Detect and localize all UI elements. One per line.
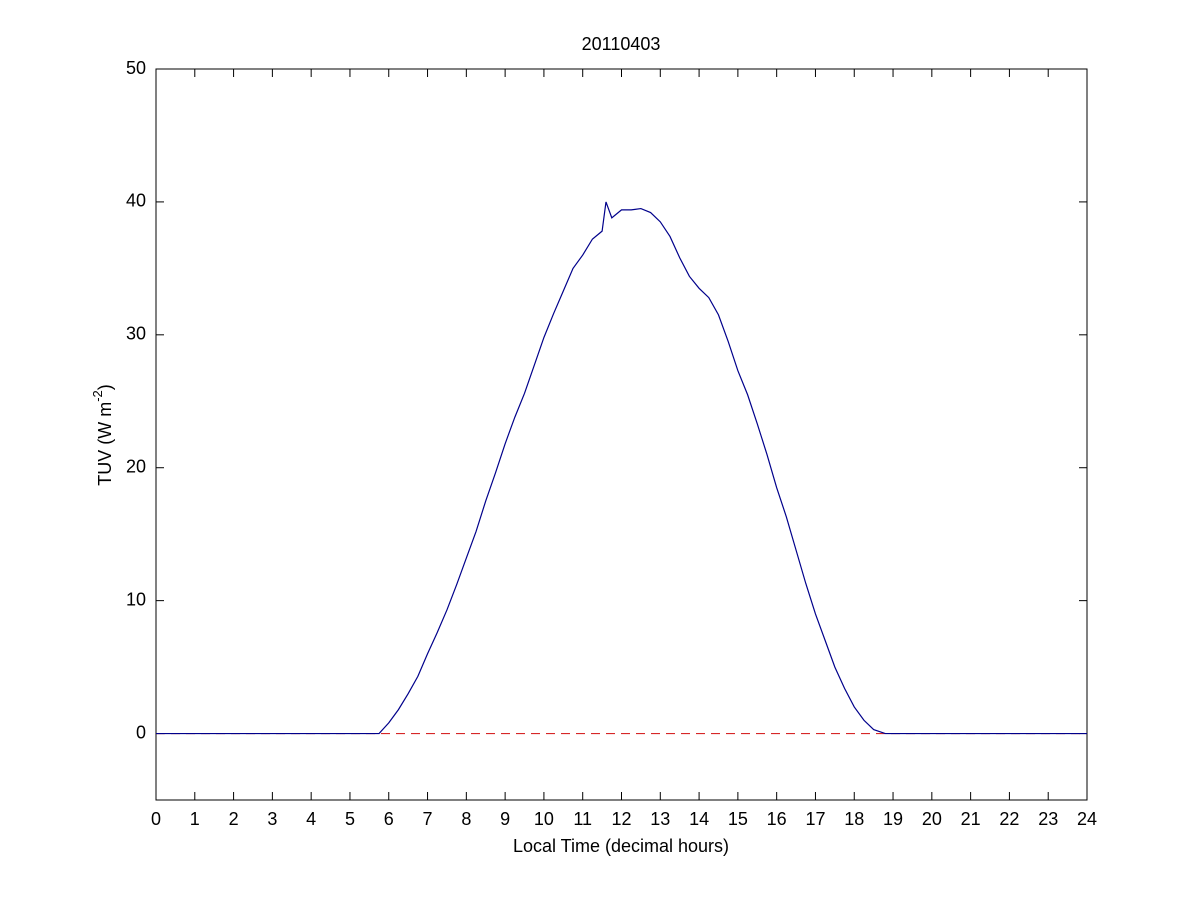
- x-tick-label: 18: [844, 809, 864, 829]
- x-tick-label: 20: [922, 809, 942, 829]
- x-tick-label: 24: [1077, 809, 1097, 829]
- x-tick-label: 15: [728, 809, 748, 829]
- x-tick-label: 19: [883, 809, 903, 829]
- x-tick-label: 1: [190, 809, 200, 829]
- y-tick-label: 50: [126, 58, 146, 78]
- y-axis-label-text: TUV (W m: [95, 402, 115, 486]
- x-tick-label: 6: [384, 809, 394, 829]
- x-tick-label: 13: [650, 809, 670, 829]
- x-tick-label: 7: [423, 809, 433, 829]
- x-tick-label: 12: [611, 809, 631, 829]
- x-tick-label: 4: [306, 809, 316, 829]
- x-tick-label: 23: [1038, 809, 1058, 829]
- x-tick-label: 0: [151, 809, 161, 829]
- x-tick-label: 17: [805, 809, 825, 829]
- x-axis-label: Local Time (decimal hours): [513, 836, 729, 856]
- y-tick-label: 40: [126, 191, 146, 211]
- x-tick-label: 8: [461, 809, 471, 829]
- y-tick-label: 0: [136, 722, 146, 742]
- x-tick-label: 11: [573, 809, 592, 829]
- y-tick-label: 10: [126, 589, 146, 609]
- chart-title: 20110403: [582, 34, 661, 54]
- x-tick-label: 9: [500, 809, 510, 829]
- y-tick-label: 30: [126, 324, 146, 344]
- x-tick-label: 3: [267, 809, 277, 829]
- y-tick-label: 20: [126, 456, 146, 476]
- y-axis-label-sup: -2: [90, 390, 105, 402]
- x-tick-label: 5: [345, 809, 355, 829]
- x-tick-label: 10: [534, 809, 554, 829]
- x-tick-label: 2: [229, 809, 239, 829]
- x-tick-label: 22: [999, 809, 1019, 829]
- x-tick-label: 16: [767, 809, 787, 829]
- data-line: [156, 201, 1087, 735]
- y-axis-label: TUV (W m-2): [90, 384, 114, 486]
- x-tick-label: 14: [689, 809, 709, 829]
- x-tick-label: 21: [961, 809, 981, 829]
- y-axis-label-tail: ): [95, 384, 115, 390]
